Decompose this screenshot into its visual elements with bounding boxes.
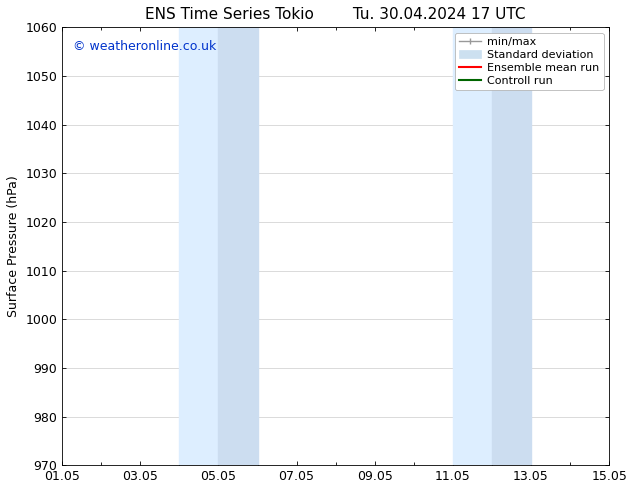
Bar [219,27,257,465]
Bar [453,27,492,465]
Y-axis label: Surface Pressure (hPa): Surface Pressure (hPa) [7,175,20,317]
Bar [179,27,219,465]
Legend: min/max, Standard deviation, Ensemble mean run, Controll run: min/max, Standard deviation, Ensemble me… [455,33,604,90]
Bar [492,27,531,465]
Title: ENS Time Series Tokio        Tu. 30.04.2024 17 UTC: ENS Time Series Tokio Tu. 30.04.2024 17 … [145,7,526,22]
Text: © weatheronline.co.uk: © weatheronline.co.uk [73,40,216,53]
